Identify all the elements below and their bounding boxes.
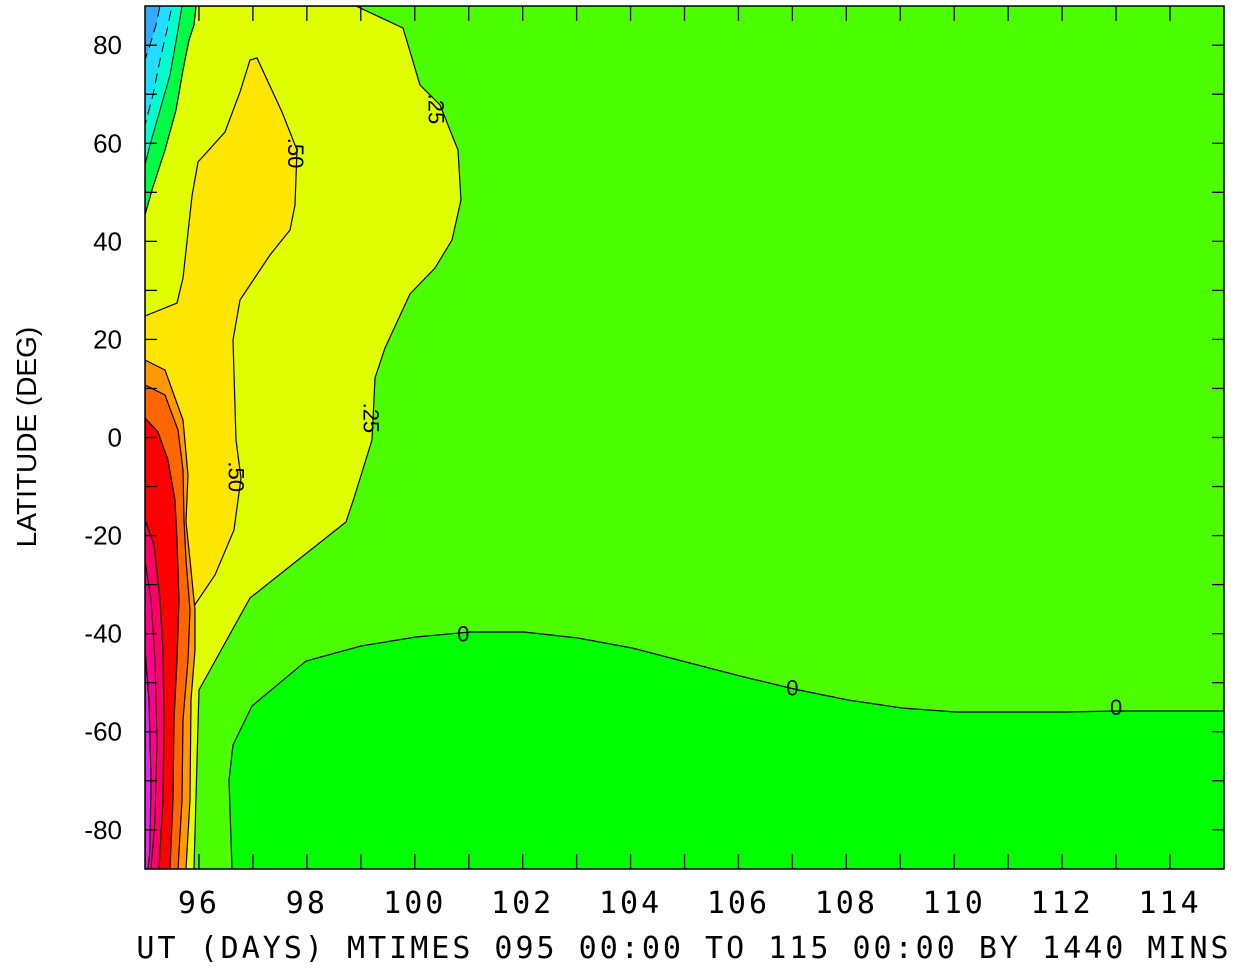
x-tick-label: 108 (815, 886, 878, 921)
x-tick-label: 106 (707, 886, 770, 921)
contour-label: 0 (457, 622, 469, 647)
y-tick-label: -80 (84, 815, 122, 845)
y-tick-label: 80 (93, 30, 122, 60)
y-axis-title: LATITUDE (DEG) (11, 327, 42, 547)
contour-label: .25 (423, 94, 448, 125)
contour-label-group: .25 .50 .25 .50 0 0 0 (224, 94, 1123, 721)
region-below-0 (228, 631, 1224, 869)
region-np-deepblue (145, 6, 161, 61)
x-tick-label: 112 (1031, 886, 1094, 921)
y-tick-label: 0 (108, 423, 122, 453)
tick-group: 96 98 100 102 104 106 108 110 112 114 80 60 40 20 0 -20… (84, 6, 1224, 921)
x-tick-label: 100 (383, 886, 446, 921)
contour-fill-group (145, 6, 1224, 869)
contour-label: 0 (1110, 695, 1122, 720)
contour-label: .50 (224, 461, 249, 492)
x-tick-label: 96 (178, 886, 220, 921)
region-max (145, 649, 152, 869)
x-tick-label: 98 (286, 886, 328, 921)
contour-label: 0 (786, 676, 798, 701)
contour-label: .50 (283, 138, 308, 169)
x-tick-label: 114 (1138, 886, 1201, 921)
x-tick-label: 104 (599, 886, 662, 921)
y-tick-label: -40 (84, 619, 122, 649)
y-tick-label: -60 (84, 717, 122, 747)
x-tick-label: 102 (491, 886, 554, 921)
y-tick-label: 20 (93, 324, 122, 354)
x-axis-title: UT (DAYS) MTIMES 095 00:00 TO 115 00:00 … (136, 931, 1231, 966)
y-tick-label: -20 (84, 521, 122, 551)
y-tick-label: 40 (93, 226, 122, 256)
contour-label: .25 (359, 403, 384, 434)
y-tick-label: 60 (93, 128, 122, 158)
x-tick-label: 110 (923, 886, 986, 921)
